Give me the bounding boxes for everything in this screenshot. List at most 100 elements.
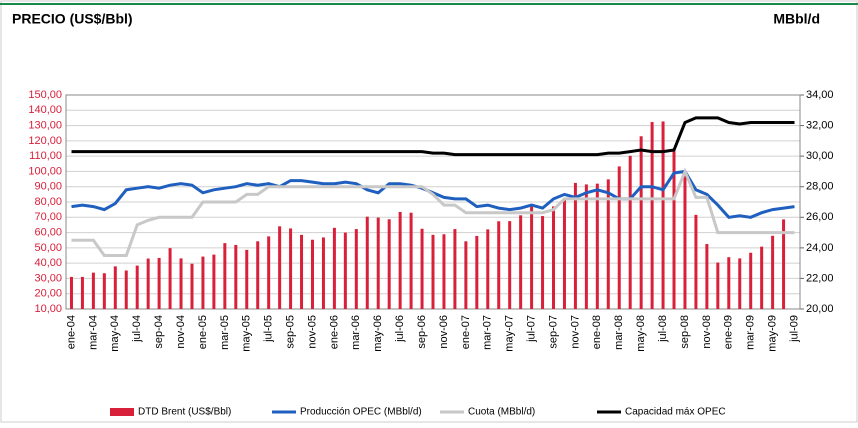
bar bbox=[606, 179, 610, 309]
y-tick-label: 120,00 bbox=[28, 135, 62, 147]
bar bbox=[321, 237, 325, 309]
y-tick-label: 70,00 bbox=[34, 211, 62, 223]
bar bbox=[300, 234, 304, 309]
bar bbox=[376, 217, 380, 309]
x-tick-label: ene-06 bbox=[328, 315, 340, 349]
x-tick-label: jul-04 bbox=[131, 315, 143, 343]
y-tick-label: 30,00 bbox=[34, 272, 62, 284]
y-tick-label: 130,00 bbox=[28, 119, 62, 131]
legend-label: Capacidad máx OPEC bbox=[625, 407, 726, 418]
bar bbox=[661, 121, 665, 310]
legend-swatch bbox=[110, 408, 134, 416]
bar bbox=[310, 239, 314, 309]
y-tick-label: 140,00 bbox=[28, 104, 62, 116]
bar bbox=[354, 229, 358, 309]
bar bbox=[256, 241, 260, 309]
y2-tick-label: 34,00 bbox=[806, 89, 834, 101]
y-tick-label: 100,00 bbox=[28, 165, 62, 177]
x-tick-label: ene-04 bbox=[65, 315, 77, 349]
bar bbox=[124, 270, 128, 309]
x-tick-label: ene-07 bbox=[460, 315, 472, 349]
line bbox=[71, 167, 795, 257]
x-tick-label: jul-05 bbox=[263, 315, 275, 343]
bar bbox=[453, 229, 457, 309]
bar bbox=[223, 243, 227, 309]
bar bbox=[278, 226, 282, 309]
x-tick-label: may-09 bbox=[767, 315, 779, 352]
bar bbox=[464, 241, 468, 309]
x-tick-label: mar-08 bbox=[613, 315, 625, 350]
x-tick-label: nov-05 bbox=[306, 315, 318, 349]
x-tick-label: jul-07 bbox=[526, 315, 538, 343]
y-tick-label: 90,00 bbox=[34, 181, 62, 193]
bar bbox=[617, 166, 621, 309]
x-tick-label: may-07 bbox=[504, 315, 516, 352]
legend-label: Producción OPEC (MBbl/d) bbox=[300, 407, 422, 418]
x-tick-label: sep-05 bbox=[284, 315, 296, 349]
bar bbox=[760, 246, 764, 309]
x-tick-label: jul-06 bbox=[394, 315, 406, 343]
bar bbox=[409, 212, 413, 309]
bar bbox=[771, 235, 775, 309]
bar bbox=[234, 244, 238, 309]
bar bbox=[431, 234, 435, 309]
bar bbox=[212, 254, 216, 309]
bar bbox=[267, 236, 271, 309]
x-tick-label: sep-06 bbox=[416, 315, 428, 349]
bar bbox=[508, 221, 512, 309]
x-tick-label: ene-05 bbox=[197, 315, 209, 349]
bar bbox=[365, 216, 369, 309]
bar bbox=[289, 228, 293, 309]
x-tick-label: sep-08 bbox=[679, 315, 691, 349]
bar bbox=[420, 228, 424, 309]
x-tick-label: nov-08 bbox=[701, 315, 713, 349]
bar bbox=[80, 276, 84, 309]
x-tick-label: jul-09 bbox=[788, 315, 800, 343]
y2-tick-label: 24,00 bbox=[806, 242, 834, 254]
bar bbox=[146, 258, 150, 309]
bar bbox=[343, 232, 347, 309]
bar bbox=[135, 265, 139, 309]
x-tick-label: mar-07 bbox=[482, 315, 494, 350]
bar bbox=[639, 136, 643, 309]
line bbox=[71, 116, 795, 157]
bar bbox=[398, 211, 402, 309]
x-tick-label: may-04 bbox=[109, 315, 121, 352]
bar bbox=[749, 252, 753, 309]
x-tick-label: may-06 bbox=[372, 315, 384, 352]
bar bbox=[573, 182, 577, 309]
x-tick-label: sep-04 bbox=[153, 315, 165, 349]
bar bbox=[201, 256, 205, 309]
x-tick-label: nov-07 bbox=[569, 315, 581, 349]
y2-tick-label: 28,00 bbox=[806, 181, 834, 193]
y-tick-label: 80,00 bbox=[34, 196, 62, 208]
y2-tick-label: 20,00 bbox=[806, 303, 834, 315]
bar bbox=[113, 266, 117, 309]
x-tick-label: ene-08 bbox=[591, 315, 603, 349]
x-tick-label: nov-04 bbox=[175, 315, 187, 349]
y-tick-label: 110,00 bbox=[29, 150, 62, 162]
bar bbox=[91, 272, 95, 309]
bar bbox=[705, 244, 709, 309]
x-tick-label: nov-06 bbox=[438, 315, 450, 349]
x-tick-label: ene-09 bbox=[723, 315, 735, 349]
y-tick-label: 150,00 bbox=[28, 89, 62, 101]
y-tick-label: 60,00 bbox=[34, 226, 62, 238]
bar bbox=[387, 219, 391, 309]
bar bbox=[595, 183, 599, 309]
x-tick-label: mar-06 bbox=[350, 315, 362, 350]
bar bbox=[332, 227, 336, 309]
bar bbox=[782, 219, 786, 309]
bar bbox=[650, 122, 654, 309]
bar bbox=[530, 206, 534, 309]
legend-label: DTD Brent (US$/Bbl) bbox=[138, 407, 231, 418]
x-tick-label: sep-07 bbox=[547, 315, 559, 349]
x-tick-label: mar-05 bbox=[219, 315, 231, 350]
y-tick-label: 10,00 bbox=[34, 303, 62, 315]
bar bbox=[245, 249, 249, 309]
y-tick-label: 20,00 bbox=[34, 288, 62, 300]
chart-title: PRECIO (US$/Bbl) bbox=[12, 11, 133, 27]
bar bbox=[552, 206, 556, 309]
